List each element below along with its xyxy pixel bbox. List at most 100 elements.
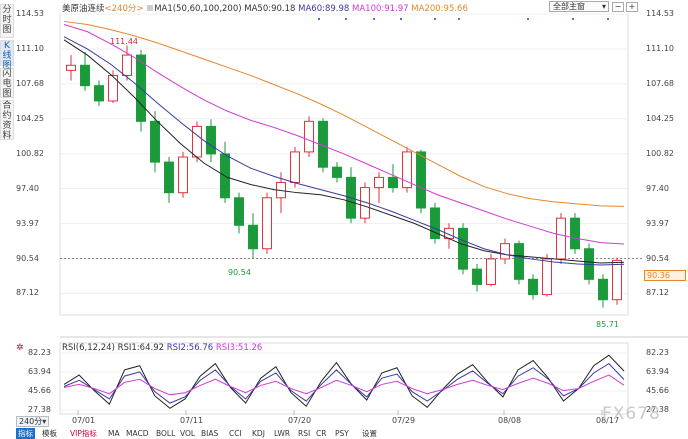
candle-body	[374, 176, 384, 189]
tab-flash-chart[interactable]: 闪电图	[0, 68, 14, 99]
event-marker	[458, 18, 460, 20]
tab-kline[interactable]: K线图	[0, 40, 14, 71]
rsi3-value: RSI3:51.26	[215, 343, 263, 353]
rsi-params: RSI(6,12,24)	[62, 343, 115, 353]
high-annotation: 111.44	[110, 37, 138, 46]
price-tick: 93.97	[646, 218, 669, 228]
ma50-value: MA50:90.18	[244, 4, 296, 14]
price-tick: 107.68	[646, 78, 674, 88]
candle-body	[150, 120, 160, 163]
ma60-value: MA60:89.98	[298, 4, 350, 14]
candle-body	[542, 258, 552, 296]
event-marker	[572, 18, 574, 20]
candle-body	[416, 151, 426, 209]
toolbar-item[interactable]: VOL	[180, 429, 196, 438]
price-tick-left: 90.54	[16, 253, 39, 263]
time-tick: 07/11	[180, 416, 204, 425]
event-marker	[434, 18, 436, 20]
low-annotation-2: 85.71	[596, 320, 619, 329]
candle-body	[164, 161, 174, 194]
price-tick: 114.53	[646, 9, 674, 18]
candle-body	[458, 227, 468, 270]
toolbar-item[interactable]: VIP指标	[70, 429, 97, 438]
candle-body	[192, 125, 202, 158]
window-select-dropdown[interactable]: 全部主窗 ▾	[549, 1, 609, 12]
candle-body	[248, 224, 258, 250]
candle-body	[108, 74, 118, 102]
candle-body	[388, 176, 398, 189]
candle-body	[206, 125, 216, 155]
period-button[interactable]: 240分▾	[16, 416, 50, 427]
candle-body	[304, 120, 314, 153]
price-tick: 97.40	[646, 183, 669, 193]
toolbar-item[interactable]: 设置	[362, 429, 377, 438]
toolbar-item[interactable]: BIAS	[201, 429, 219, 438]
zoom-in-button[interactable]: +	[626, 2, 638, 12]
toolbar-item[interactable]: PSY	[335, 429, 349, 438]
ma-line-ma60	[63, 36, 625, 266]
price-tick: 100.82	[646, 148, 674, 158]
rsi2-value: RSI2:56.76	[166, 343, 214, 353]
toolbar-item[interactable]: BOLL	[156, 429, 176, 438]
candle-body	[612, 259, 622, 301]
low-annotation-1: 90.54	[228, 268, 251, 277]
candle-body	[66, 64, 76, 71]
event-marker	[527, 18, 529, 20]
toolbar-item[interactable]: MA	[108, 429, 120, 438]
toolbar-item[interactable]: MACD	[126, 429, 149, 438]
time-tick: 07/20	[288, 416, 312, 425]
price-tick-left: 114.53	[16, 9, 44, 18]
candle-body	[122, 54, 132, 76]
rsi-tick: 82.23	[646, 348, 669, 357]
candle-body	[80, 64, 90, 87]
candle-body	[360, 187, 370, 219]
rsi-frame	[59, 342, 629, 415]
zoom-out-button[interactable]: −	[612, 2, 624, 12]
rsi1-value: RSI1:64.92	[117, 343, 165, 353]
event-marker	[400, 18, 402, 20]
toolbar-item[interactable]: LWR	[274, 429, 291, 438]
rsi-settings-icon[interactable]: ✲	[16, 343, 24, 353]
candle-body	[430, 207, 440, 240]
settings-icon[interactable]	[147, 5, 154, 11]
candle-body	[472, 268, 482, 285]
event-marker	[373, 18, 375, 20]
candle-body	[514, 243, 524, 280]
price-tick-left: 104.25	[16, 113, 44, 123]
ma-line-ma50	[63, 39, 625, 264]
toolbar-item[interactable]: 模板	[42, 429, 57, 438]
price-tick: 90.54	[646, 253, 669, 263]
main-legend: 美原油连续<240分> MA1(50,60,100,200) MA50:90.1…	[62, 2, 468, 14]
candle-body	[528, 278, 538, 296]
tab-contract-info[interactable]: 合约资料	[0, 100, 14, 141]
event-marker	[318, 18, 320, 20]
price-tick: 111.10	[646, 43, 674, 53]
ma-line-ma100	[63, 24, 625, 245]
rsi-tick: 45.66	[28, 386, 51, 395]
toolbar-item[interactable]: 指标	[16, 428, 35, 439]
current-price-tag: 90.36	[644, 270, 686, 281]
price-tick: 87.12	[646, 288, 669, 298]
toolbar-item[interactable]: CCI	[229, 429, 242, 438]
rsi-line-rsi2	[63, 362, 625, 404]
price-tick-left: 97.40	[16, 183, 39, 193]
price-tick-left: 87.12	[16, 288, 39, 298]
rsi-line-rsi3	[63, 374, 625, 396]
price-tick: 104.25	[646, 113, 674, 123]
tab-time-sharing[interactable]: 分时图	[0, 4, 14, 38]
candle-body	[570, 217, 580, 250]
toolbar-item[interactable]: KDJ	[252, 429, 265, 438]
price-tick-left: 111.10	[16, 43, 44, 53]
rsi-tick: 45.66	[646, 386, 669, 395]
toolbar-item[interactable]: CR	[316, 429, 327, 438]
candle-body	[556, 217, 566, 260]
price-tick-left: 93.97	[16, 218, 39, 228]
event-marker	[345, 18, 347, 20]
toolbar-item[interactable]: RSI	[298, 429, 311, 438]
ma200-value: MA200:95.66	[411, 4, 468, 14]
period-label[interactable]: <240分>	[104, 4, 144, 14]
candle-body	[402, 151, 412, 189]
candle-body	[332, 166, 342, 178]
